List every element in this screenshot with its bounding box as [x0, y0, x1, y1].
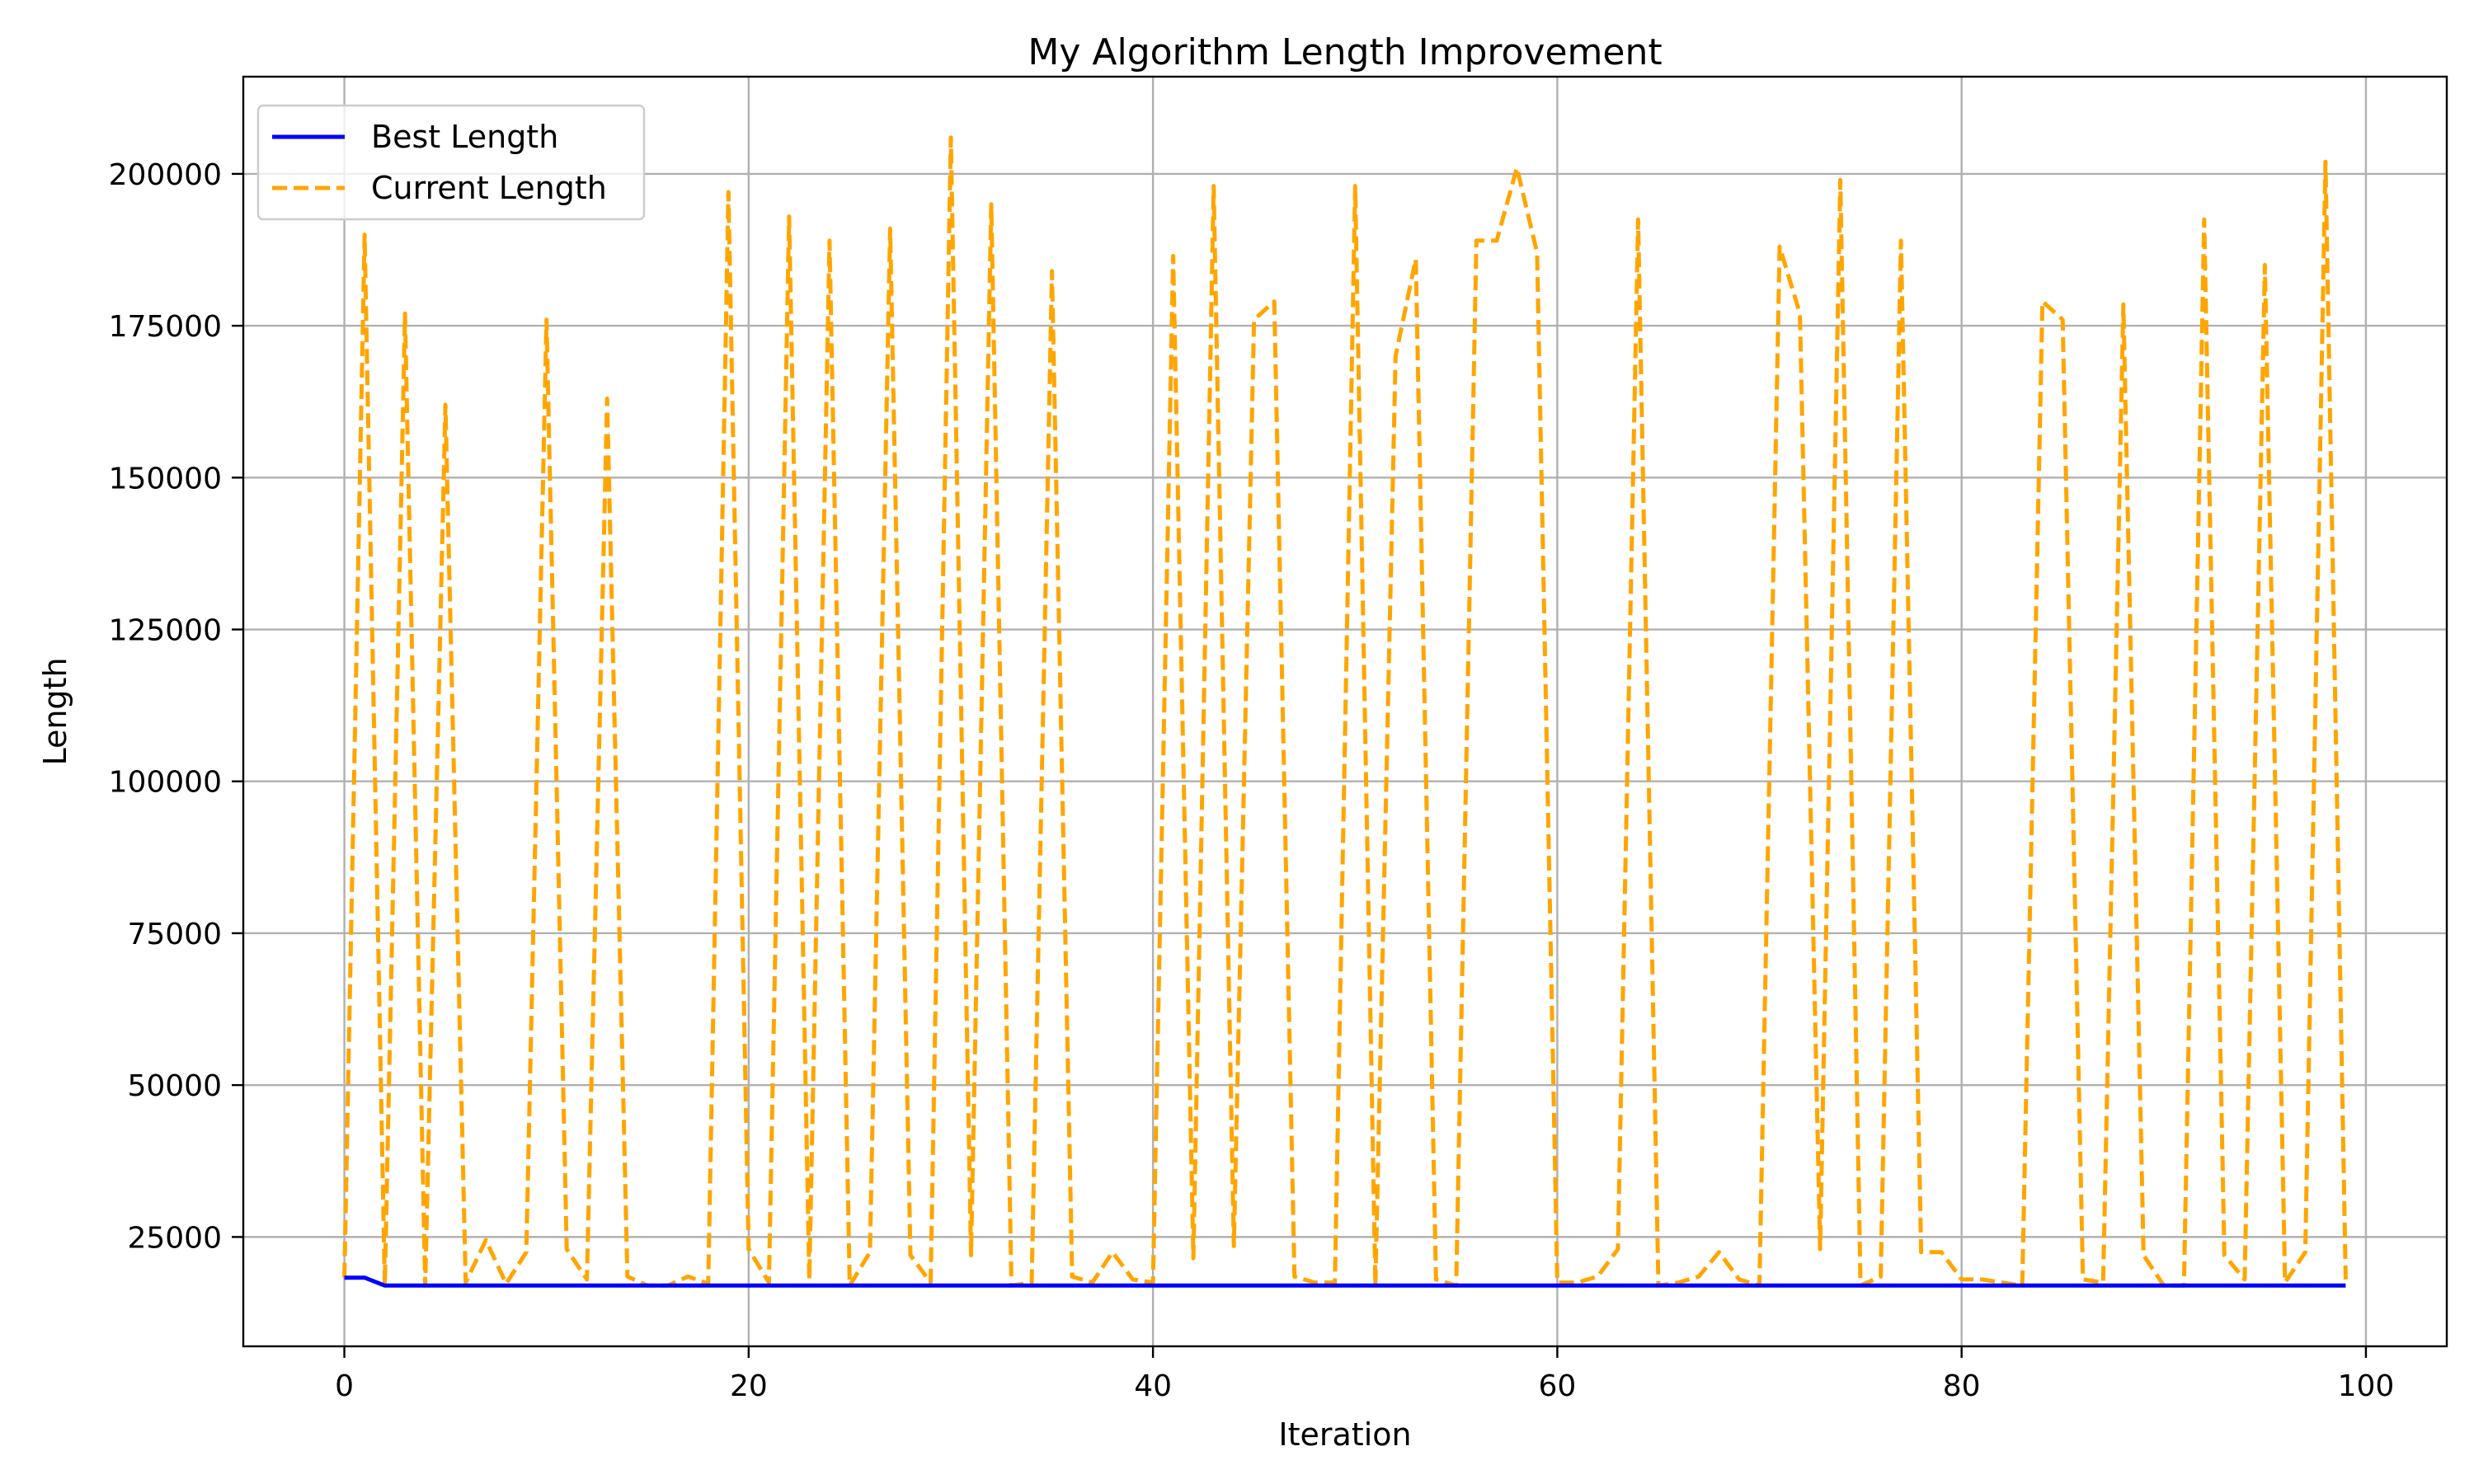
y-tick-label: 75000 — [127, 918, 222, 951]
legend-label-best-length: Best Length — [371, 119, 558, 155]
chart-title: My Algorithm Length Improvement — [1028, 31, 1662, 73]
plot-frame — [242, 75, 2448, 1348]
x-tick-label: 40 — [1134, 1369, 1172, 1403]
ticks: 0 20 40 60 80 100 25000 50000 75000 100000 125000 1… — [109, 158, 2395, 1403]
x-tick-label: 100 — [2338, 1369, 2395, 1403]
y-tick-label: 175000 — [109, 310, 222, 344]
y-tick-label: 125000 — [109, 614, 222, 648]
y-axis-label: Length — [37, 657, 73, 765]
x-axis-label: Iteration — [1278, 1416, 1411, 1453]
x-tick-label: 80 — [1943, 1369, 1981, 1403]
x-tick-label: 20 — [730, 1369, 768, 1403]
y-tick-label: 50000 — [127, 1069, 222, 1103]
x-tick-label: 60 — [1538, 1369, 1576, 1403]
legend: Best Length Current Length — [256, 104, 646, 221]
y-tick-label: 100000 — [109, 766, 222, 800]
y-tick-label: 200000 — [109, 158, 222, 192]
series-layer — [342, 135, 2348, 1288]
legend-box — [256, 104, 646, 221]
legend-label-current-length: Current Length — [371, 170, 607, 206]
y-tick-label: 25000 — [127, 1221, 222, 1255]
y-tick-label: 150000 — [109, 462, 222, 495]
x-tick-label: 0 — [335, 1369, 354, 1403]
series-line-best-length — [344, 1275, 2346, 1288]
